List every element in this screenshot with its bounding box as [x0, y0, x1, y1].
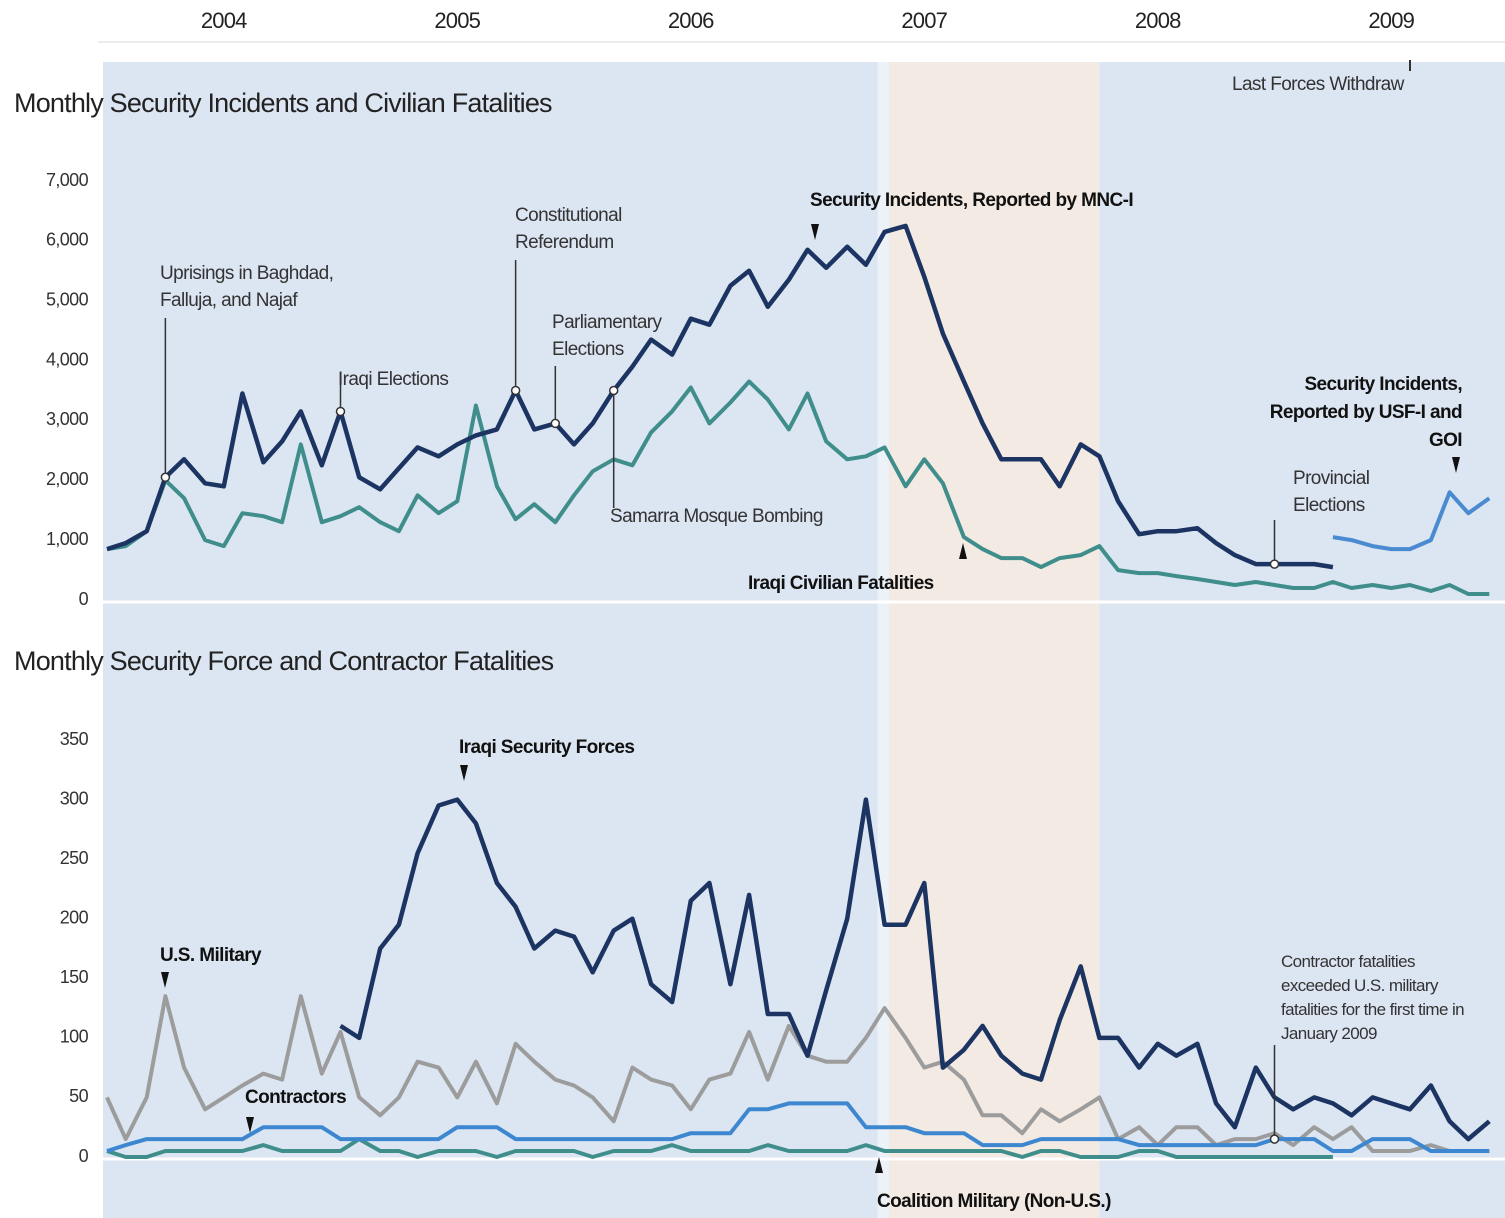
y-tick-label: 150 [60, 967, 89, 987]
event-marker [510, 385, 521, 396]
series-line [106, 1101, 1490, 1153]
pointer [1452, 457, 1460, 473]
pointer [161, 972, 169, 988]
series-label: Contractors [245, 1087, 347, 1108]
shaded-period [877, 62, 890, 1218]
series-label: Iraqi Civilian Fatalities [748, 573, 934, 594]
series-line [339, 797, 1491, 1142]
x-tick-label: 2007 [901, 8, 947, 33]
pointer [811, 224, 819, 240]
annotation: Iraqi Elections [338, 369, 449, 390]
annotation: Constitutional Referendum [515, 205, 622, 253]
annotation: Contractor fatalities exceeded U.S. mili… [1281, 952, 1465, 1043]
series-label: Security Incidents, Reported by USF-I an… [1269, 374, 1463, 451]
series-line [105, 994, 1490, 1153]
y-tick-label: 250 [60, 848, 89, 868]
event-marker [160, 472, 171, 483]
annotation: Uprisings in Baghdad, Falluja, and Najaf [160, 263, 334, 311]
pointer [875, 1157, 883, 1173]
chart-title: Monthly Security Force and Contractor Fa… [14, 646, 554, 676]
x-tick-label: 2004 [201, 8, 247, 33]
x-tick-label: 2005 [434, 8, 480, 33]
y-tick-label: 200 [60, 907, 89, 927]
x-tick-label: 2006 [668, 8, 714, 33]
shading [877, 62, 1100, 1218]
y-tick-label: 3,000 [46, 409, 89, 429]
y-tick-label: 100 [60, 1027, 89, 1047]
y-tick-label: 300 [60, 788, 89, 808]
y-tick-label: 50 [69, 1086, 88, 1106]
event-marker [608, 385, 619, 396]
y-tick-label: 2,000 [46, 469, 89, 489]
series-line [106, 379, 1490, 596]
x-tick-label: 2008 [1135, 8, 1181, 33]
x-tick-label: 2009 [1368, 8, 1414, 33]
series-line [106, 1137, 1333, 1159]
y-tick-label: 350 [60, 729, 89, 749]
series-label: U.S. Military [160, 945, 262, 966]
pointer [460, 765, 468, 781]
event-marker [1269, 559, 1280, 569]
y-tick-label: 7,000 [46, 170, 89, 190]
series-line [1332, 490, 1491, 552]
event-marker [1269, 1134, 1280, 1144]
pointer [959, 543, 967, 559]
pointer [246, 1117, 254, 1133]
event-marker [550, 418, 561, 429]
series-label: Iraqi Security Forces [459, 737, 635, 758]
annotation: Last Forces Withdraw [1232, 74, 1404, 95]
y-tick-label: 1,000 [46, 529, 89, 549]
y-tick-label: 5,000 [46, 289, 89, 309]
shaded-period [889, 62, 1100, 1218]
series-label: Coalition Military (Non-U.S.) [877, 1191, 1111, 1212]
y-tick-label: 0 [79, 1146, 89, 1166]
annotation: Provincial Elections [1293, 468, 1370, 516]
annotation: Samarra Mosque Bombing [610, 506, 823, 527]
y-tick-label: 6,000 [46, 230, 89, 250]
series-line [106, 223, 1334, 570]
chart-title: Monthly Security Incidents and Civilian … [14, 88, 553, 118]
annotation: Parliamentary Elections [552, 312, 662, 360]
series-label: Security Incidents, Reported by MNC-I [810, 190, 1134, 211]
y-tick-label: 4,000 [46, 349, 89, 369]
event-marker [335, 406, 346, 417]
y-tick-label: 0 [79, 589, 89, 609]
